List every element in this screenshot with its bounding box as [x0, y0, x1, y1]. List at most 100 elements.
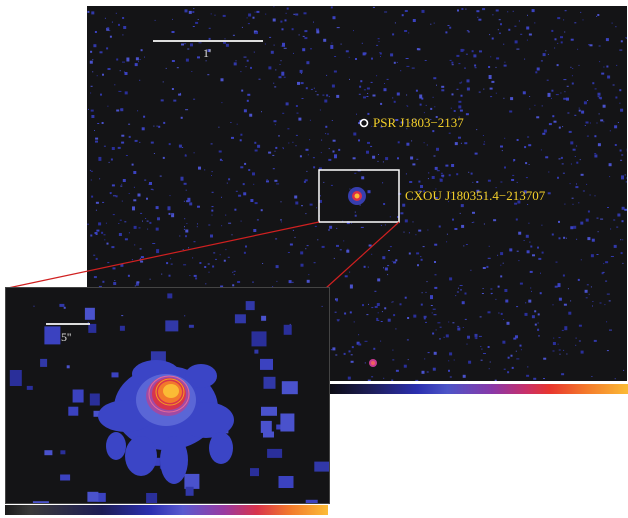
noise-speckle	[449, 192, 451, 194]
noise-speckle	[413, 119, 416, 121]
noise-speckle	[460, 142, 462, 144]
noise-speckle	[489, 34, 491, 36]
noise-speckle	[586, 183, 588, 185]
noise-speckle	[530, 287, 532, 289]
noise-speckle	[329, 225, 333, 229]
noise-speckle	[299, 69, 303, 73]
noise-speckle	[575, 186, 579, 189]
noise-speckle	[90, 50, 93, 53]
noise-speckle	[616, 64, 618, 66]
noise-speckle	[374, 290, 377, 292]
noise-speckle	[542, 132, 546, 135]
noise-speckle	[497, 29, 499, 31]
noise-speckle	[426, 281, 428, 283]
noise-speckle	[59, 303, 65, 307]
noise-speckle	[106, 47, 109, 50]
noise-speckle	[189, 275, 191, 276]
noise-speckle	[534, 22, 536, 24]
noise-speckle	[500, 23, 502, 26]
noise-speckle	[91, 11, 95, 15]
noise-speckle	[158, 125, 161, 128]
noise-speckle	[149, 221, 152, 224]
noise-speckle	[336, 299, 338, 302]
noise-speckle	[536, 67, 540, 71]
noise-speckle	[333, 70, 337, 73]
noise-speckle	[89, 169, 91, 171]
noise-speckle	[454, 142, 458, 146]
noise-speckle	[44, 326, 61, 345]
noise-speckle	[345, 50, 349, 53]
noise-speckle	[127, 274, 130, 277]
noise-speckle	[286, 7, 289, 10]
noise-speckle	[592, 301, 594, 302]
noise-speckle	[131, 259, 133, 261]
noise-speckle	[451, 164, 455, 167]
noise-speckle	[99, 178, 101, 180]
noise-speckle	[463, 49, 465, 51]
inset-contour-line-2	[155, 378, 185, 406]
noise-speckle	[395, 369, 399, 372]
noise-speckle	[280, 60, 282, 62]
noise-speckle	[318, 167, 322, 170]
noise-speckle	[218, 126, 220, 128]
noise-speckle	[208, 224, 211, 226]
noise-speckle	[376, 317, 379, 320]
noise-speckle	[461, 8, 464, 10]
noise-speckle	[619, 89, 622, 92]
noise-speckle	[408, 232, 410, 234]
noise-speckle	[525, 177, 528, 179]
noise-speckle	[372, 94, 376, 97]
noise-speckle	[107, 105, 109, 107]
noise-speckle	[416, 252, 420, 255]
noise-speckle	[460, 289, 462, 291]
noise-speckle	[192, 11, 195, 13]
noise-speckle	[626, 177, 627, 179]
noise-speckle	[562, 172, 565, 174]
noise-speckle	[563, 236, 566, 239]
noise-speckle	[391, 260, 393, 262]
noise-speckle	[300, 82, 304, 85]
noise-speckle	[474, 333, 478, 337]
noise-speckle	[513, 160, 515, 162]
noise-speckle	[92, 59, 94, 61]
noise-speckle	[336, 319, 340, 321]
noise-speckle	[182, 147, 184, 148]
noise-speckle	[473, 221, 475, 223]
noise-speckle	[184, 315, 186, 317]
noise-speckle	[139, 248, 142, 250]
noise-speckle	[179, 235, 181, 237]
source-label: CXOU J180351.4−213707	[405, 188, 546, 203]
noise-speckle	[121, 200, 123, 202]
noise-speckle	[596, 15, 598, 17]
noise-speckle	[489, 87, 493, 90]
noise-speckle	[185, 486, 194, 496]
noise-speckle	[619, 149, 622, 152]
noise-speckle	[367, 379, 371, 381]
noise-speckle	[289, 323, 291, 325]
noise-speckle	[182, 249, 184, 250]
noise-speckle	[254, 141, 257, 144]
noise-speckle	[578, 202, 580, 204]
noise-speckle	[508, 28, 511, 31]
noise-speckle	[545, 50, 547, 52]
noise-speckle	[118, 233, 122, 236]
noise-speckle	[122, 34, 124, 36]
noise-speckle	[571, 75, 573, 77]
noise-speckle	[180, 92, 181, 94]
noise-speckle	[195, 21, 199, 24]
noise-speckle	[235, 190, 238, 192]
noise-speckle	[520, 33, 523, 35]
noise-speckle	[309, 203, 313, 206]
noise-speckle	[351, 222, 352, 224]
noise-speckle	[380, 102, 383, 105]
noise-speckle	[377, 312, 379, 314]
noise-speckle	[353, 132, 357, 136]
noise-speckle	[431, 176, 435, 179]
noise-speckle	[320, 152, 322, 154]
noise-speckle	[421, 97, 424, 100]
noise-speckle	[593, 339, 597, 342]
noise-speckle	[231, 136, 234, 139]
noise-speckle	[609, 329, 612, 331]
noise-speckle	[248, 13, 252, 17]
noise-speckle	[324, 99, 328, 103]
